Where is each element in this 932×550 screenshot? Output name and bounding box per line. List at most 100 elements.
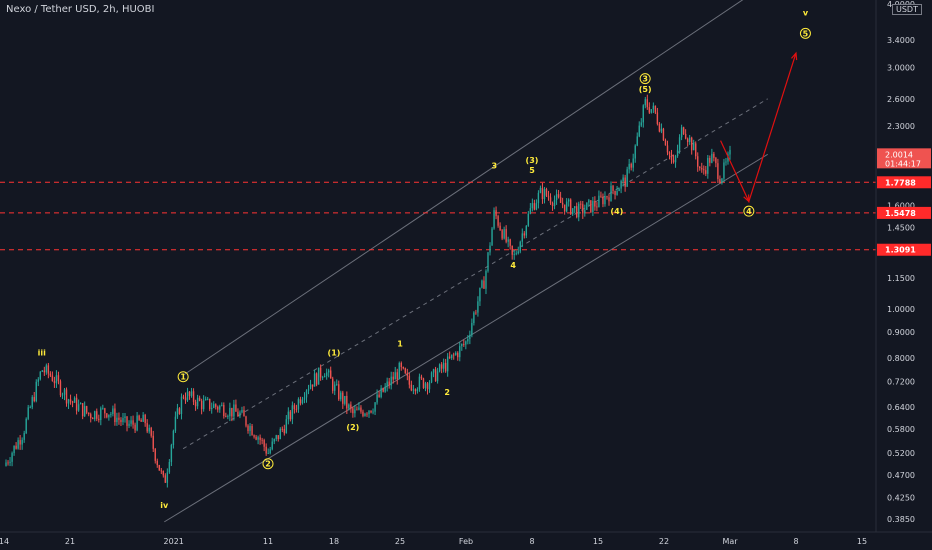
candle-body [261,439,263,441]
wave-label: (3) [526,156,539,165]
candle-body [346,395,348,409]
candle-body [31,397,33,408]
candle-body [168,461,171,473]
wave-label: 1 [180,373,186,382]
candle-body [586,202,588,210]
candle-body [543,189,546,200]
candle-body [15,445,17,449]
candle-body [705,170,707,174]
candle-body [428,382,431,390]
candle-body [146,423,148,432]
candle-body [509,239,511,246]
candle-body [267,453,269,454]
candle-body [350,404,352,409]
candle-body [436,371,439,382]
candle-body [493,210,495,229]
candle-body [192,391,195,402]
candle-body [98,418,100,421]
candle-body [408,375,411,385]
current-price-label: 2.0014 [885,150,913,159]
candle-body [606,196,608,198]
candle-body [158,464,160,471]
candle-body [561,202,564,205]
countdown-label: 01:44:17 [885,159,921,168]
candle-body [150,427,152,436]
candle-body [580,203,582,205]
candle-body [241,410,243,413]
candle-body [656,112,659,124]
candle-body [138,415,140,420]
candle-body [533,203,536,210]
candle-body [45,365,48,373]
candle-body [47,365,50,374]
candle-body [406,373,409,376]
candle-body [539,187,542,193]
candle-body [336,384,338,386]
candle-body [354,409,356,414]
candle-body [17,440,19,449]
candle-body [703,169,705,171]
projection-arrowhead-0 [743,194,750,203]
candle-body [27,407,29,419]
candle-body [53,381,56,384]
candle-body [553,199,556,207]
wave-label-circle [743,205,755,217]
candle-body [221,405,223,406]
candle-body [251,425,253,436]
wave-label: 1 [397,339,403,348]
candle-body [243,410,245,417]
candle-body [658,123,661,132]
candle-body [223,405,225,417]
candle-body [467,338,469,342]
candle-body [285,419,288,434]
candle-body [684,133,687,139]
candle-body [507,239,509,242]
candle-body [713,153,715,158]
candle-body [43,370,46,373]
candle-body [463,344,465,345]
candle-body [188,391,191,396]
candle-body [678,137,681,150]
candle-body [75,397,78,411]
candle-body [386,381,388,387]
candle-body [112,408,114,415]
candle-body [523,233,525,236]
candle-body [196,397,199,407]
candle-body [547,195,550,198]
candle-body [642,105,644,123]
candle-body [626,169,628,187]
candle-body [156,460,158,465]
currency-badge[interactable]: USDT [892,4,922,15]
candle-body [499,225,501,231]
candle-body [370,410,372,413]
candle-body [382,388,384,392]
candle-body [592,200,594,213]
candle-body [83,406,86,417]
candle-body [51,375,54,382]
candle-body [481,280,483,288]
level-price-label: 1.5478 [885,209,916,218]
candle-body [469,334,471,339]
candle-body [265,446,267,454]
wave-label: 4 [746,207,752,216]
candle-body [334,384,336,391]
candle-body [96,411,98,419]
candle-body [229,407,231,417]
candle-body [194,401,197,407]
candle-body [723,162,725,179]
candle-body [206,398,209,400]
candle-body [515,253,517,255]
candle-body [664,140,667,146]
candle-body [279,428,281,440]
candle-body [495,210,497,217]
candle-body [120,419,122,423]
candle-body [281,428,283,430]
candle-body [102,408,104,410]
candle-body [35,381,37,402]
price-tick-label: 1.4500 [887,223,915,232]
wave-label: iii [38,349,46,358]
candle-body [130,420,132,424]
candle-body [453,354,455,356]
candle-body [612,185,614,191]
